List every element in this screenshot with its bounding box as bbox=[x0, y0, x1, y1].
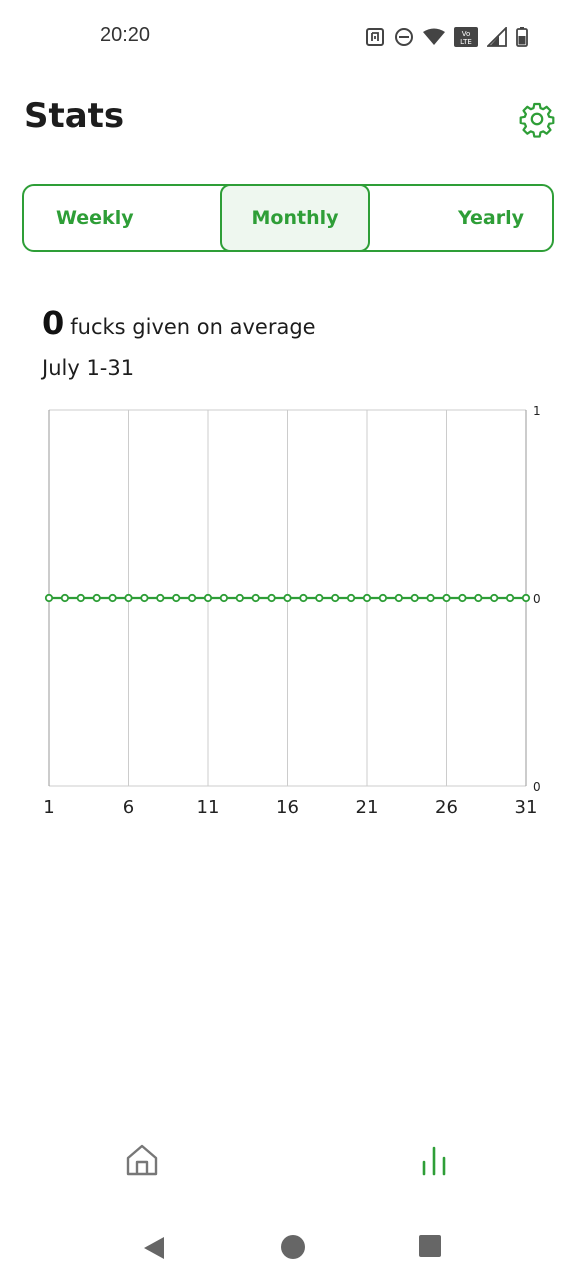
average-summary: 0 fucks given on average bbox=[42, 304, 316, 342]
data-point bbox=[156, 593, 165, 603]
x-tick-label: 16 bbox=[276, 797, 299, 818]
data-point bbox=[315, 593, 324, 603]
tab-yearly[interactable]: Yearly bbox=[458, 207, 524, 229]
home-circle-icon bbox=[281, 1235, 305, 1259]
data-point bbox=[426, 593, 435, 603]
home-button[interactable] bbox=[280, 1234, 306, 1260]
average-label: fucks given on average bbox=[70, 315, 316, 339]
x-tick-label: 26 bbox=[435, 797, 458, 818]
dnd-icon bbox=[395, 28, 413, 46]
battery-icon bbox=[516, 27, 528, 47]
data-point bbox=[283, 593, 292, 603]
period-tabs: Weekly Monthly Yearly bbox=[22, 184, 554, 252]
x-tick-label: 11 bbox=[197, 797, 220, 818]
data-point bbox=[505, 593, 515, 603]
page-title: Stats bbox=[24, 96, 125, 136]
settings-button[interactable] bbox=[518, 100, 556, 138]
svg-text:LTE: LTE bbox=[460, 38, 472, 46]
data-point bbox=[44, 593, 54, 603]
data-point bbox=[188, 593, 197, 603]
status-bar: 20:20 Vo LTE bbox=[0, 0, 576, 72]
nfc-icon bbox=[366, 28, 384, 46]
data-point bbox=[378, 593, 387, 603]
back-icon bbox=[144, 1237, 164, 1259]
data-point bbox=[108, 593, 117, 603]
data-point bbox=[76, 593, 85, 603]
recents-icon bbox=[419, 1235, 441, 1257]
data-point bbox=[219, 593, 228, 603]
tab-monthly[interactable]: Monthly bbox=[220, 184, 370, 252]
data-point bbox=[474, 593, 483, 603]
volte-icon: Vo LTE bbox=[454, 27, 478, 47]
x-tick-label: 21 bbox=[356, 797, 379, 818]
data-point bbox=[394, 593, 403, 603]
data-point bbox=[92, 593, 101, 603]
y-axis-label: 0 bbox=[533, 592, 541, 606]
data-point bbox=[299, 593, 308, 603]
system-nav-bar bbox=[0, 1210, 576, 1280]
x-tick-label: 1 bbox=[43, 797, 54, 818]
wifi-icon bbox=[423, 28, 445, 45]
data-point bbox=[172, 593, 181, 603]
date-range: July 1-31 bbox=[42, 356, 135, 380]
recents-button[interactable] bbox=[418, 1234, 442, 1258]
data-point bbox=[60, 593, 70, 603]
nav-stats-button[interactable] bbox=[414, 1140, 454, 1180]
status-time: 20:20 bbox=[100, 24, 151, 46]
data-point bbox=[235, 593, 244, 603]
tab-weekly[interactable]: Weekly bbox=[56, 207, 134, 229]
data-point bbox=[124, 593, 133, 603]
signal-icon bbox=[487, 27, 507, 47]
bar-chart-icon bbox=[422, 1146, 446, 1176]
x-tick-label: 6 bbox=[123, 797, 134, 818]
back-button[interactable] bbox=[140, 1234, 168, 1262]
y-axis-label: 0 bbox=[533, 780, 541, 794]
home-icon bbox=[126, 1144, 158, 1176]
gear-icon bbox=[519, 102, 555, 138]
x-tick-label: 31 bbox=[515, 797, 538, 818]
y-axis-label: 1 bbox=[533, 404, 541, 418]
bottom-nav bbox=[0, 1120, 576, 1200]
data-point bbox=[442, 593, 451, 603]
data-point bbox=[521, 593, 531, 603]
data-point bbox=[346, 593, 356, 603]
svg-text:Vo: Vo bbox=[462, 30, 471, 38]
nav-home-button[interactable] bbox=[122, 1140, 162, 1180]
data-point bbox=[331, 593, 340, 603]
average-value: 0 bbox=[42, 304, 65, 342]
data-point bbox=[251, 593, 260, 603]
data-point bbox=[140, 593, 149, 603]
data-point bbox=[267, 593, 276, 603]
data-point bbox=[203, 593, 213, 603]
data-point bbox=[410, 593, 419, 603]
data-point bbox=[458, 593, 467, 603]
data-point bbox=[490, 593, 499, 603]
data-point bbox=[362, 593, 372, 603]
status-icons: Vo LTE bbox=[365, 24, 528, 50]
